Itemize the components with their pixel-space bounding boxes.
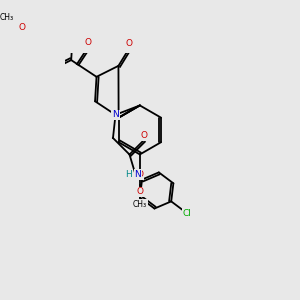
- Text: O: O: [140, 131, 147, 140]
- Text: CH₃: CH₃: [0, 13, 14, 22]
- Text: O: O: [126, 39, 133, 48]
- Text: N: N: [112, 110, 119, 119]
- Text: CH₃: CH₃: [133, 200, 147, 209]
- Text: Cl: Cl: [183, 209, 191, 218]
- Text: O: O: [19, 23, 26, 32]
- Text: N: N: [134, 170, 141, 179]
- Text: H: H: [126, 170, 132, 179]
- Text: O: O: [136, 170, 143, 179]
- Text: O: O: [85, 38, 92, 47]
- Text: O: O: [136, 187, 143, 196]
